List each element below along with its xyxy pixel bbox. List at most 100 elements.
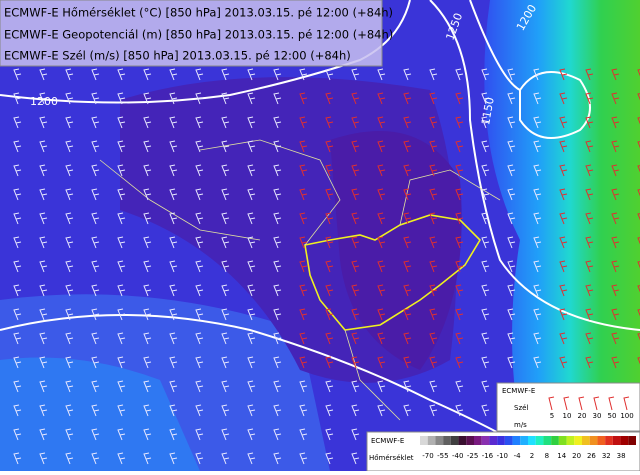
wind-barb	[91, 260, 100, 273]
wind-barb	[325, 308, 334, 321]
wind-barb	[13, 356, 22, 369]
wind-barb	[325, 356, 334, 369]
wind-barb	[117, 332, 126, 345]
wind-barb	[637, 213, 640, 221]
wind-barb	[533, 236, 542, 249]
wind-barb	[559, 212, 568, 225]
color-swatch	[450, 436, 459, 445]
wind-barb	[91, 188, 100, 201]
wind-barb	[351, 188, 360, 201]
wind-barb	[455, 212, 464, 225]
wind-barb	[299, 236, 308, 249]
legend-speed: 30	[593, 412, 602, 420]
wind-barb	[221, 332, 230, 345]
wind-barb	[585, 356, 594, 369]
wind-barb	[39, 404, 48, 417]
wind-barb	[377, 68, 386, 81]
wind-barb	[507, 140, 516, 153]
wind-barb	[91, 92, 100, 105]
wind-barb	[325, 380, 334, 393]
color-swatch	[458, 436, 467, 445]
wind-barb	[65, 380, 74, 393]
wind-barb	[611, 236, 620, 249]
color-swatch	[597, 436, 606, 445]
wind-barb	[143, 356, 152, 369]
color-tick-label: -16	[482, 452, 494, 460]
wind-barb	[143, 308, 152, 321]
wind-barb	[429, 332, 438, 345]
wind-barb	[169, 404, 178, 417]
wind-barb	[533, 284, 542, 297]
wind-barb	[221, 452, 230, 465]
wind-barb	[39, 188, 48, 201]
wind-barb	[13, 452, 22, 465]
wind-barb	[325, 188, 334, 201]
wind-barb	[273, 380, 282, 393]
wind-barb	[377, 92, 386, 105]
wind-barb	[169, 188, 178, 201]
legend-label: Hőmérséklet	[369, 453, 414, 462]
color-swatch	[620, 436, 629, 445]
wind-barb	[39, 284, 48, 297]
color-swatch	[582, 436, 590, 445]
wind-barb	[143, 188, 152, 201]
color-swatch	[504, 436, 513, 445]
wind-barb	[273, 116, 282, 129]
color-swatch	[435, 436, 444, 445]
wind-barb	[221, 92, 230, 105]
wind-barb	[13, 212, 22, 225]
wind-barb	[481, 260, 490, 273]
wind-barb	[91, 404, 100, 417]
wind-barb	[65, 164, 74, 177]
wind-barb	[143, 116, 152, 129]
wind-barb	[91, 236, 100, 249]
wind-barb	[559, 140, 568, 153]
wind-barb	[65, 308, 74, 321]
wind-barb	[91, 308, 100, 321]
wind-barb	[195, 452, 204, 465]
wind-barb	[299, 380, 308, 393]
wind-barb	[351, 308, 360, 321]
wind-barb	[65, 116, 74, 129]
wind-barb	[403, 284, 412, 297]
legend-barb	[593, 396, 600, 411]
color-swatch	[497, 436, 505, 445]
wind-barb	[403, 92, 412, 105]
wind-barb	[637, 165, 640, 173]
wind-barb	[221, 140, 230, 153]
wind-barb	[169, 236, 178, 249]
wind-barb	[611, 356, 620, 369]
wind-barb	[585, 284, 594, 297]
wind-barb	[273, 332, 282, 345]
wind-barb	[611, 284, 620, 297]
wind-barb	[611, 68, 620, 81]
borders	[304, 214, 482, 331]
wind-barb	[507, 332, 516, 345]
cold-core	[330, 131, 462, 370]
wind-barb	[117, 284, 126, 297]
wind-barb	[533, 260, 542, 273]
wind-barb	[533, 308, 542, 321]
color-tick-label: 32	[602, 452, 611, 460]
color-swatch	[443, 436, 451, 445]
wind-barb	[377, 212, 386, 225]
wind-barb	[455, 404, 464, 417]
wind-barb	[13, 164, 22, 177]
wind-barb	[195, 116, 204, 129]
color-tick-label: 14	[557, 452, 566, 460]
wind-barb	[611, 164, 620, 177]
wind-barb	[533, 116, 542, 129]
wind-barb	[299, 428, 308, 441]
wind-barb	[39, 356, 48, 369]
wind-barb	[481, 380, 490, 393]
wind-barb	[13, 236, 22, 249]
wind-barb	[455, 116, 464, 129]
wind-barb	[247, 212, 256, 225]
wind-barb	[195, 188, 204, 201]
contour-label: 1150	[479, 96, 497, 126]
wind-barb	[585, 164, 594, 177]
legend-label: Szél	[514, 404, 528, 412]
wind-barb	[585, 212, 594, 225]
wind-barb	[455, 92, 464, 105]
wind-barb	[247, 188, 256, 201]
